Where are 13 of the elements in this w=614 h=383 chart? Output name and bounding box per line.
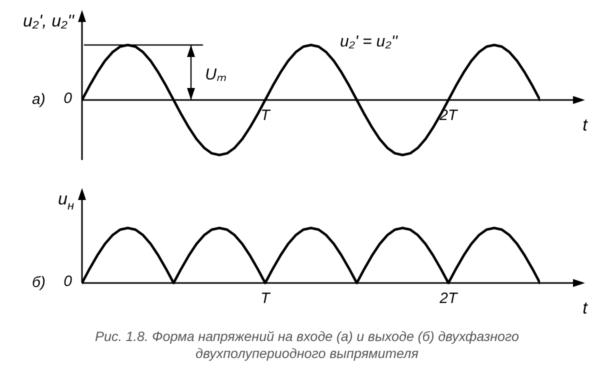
text: 0 (64, 273, 73, 290)
text: б) (32, 274, 46, 292)
annotation: u₂' = u₂'' (340, 33, 398, 50)
text: а) (32, 91, 46, 108)
annotation: Uₘ (205, 66, 227, 84)
x-tick-label: 2T (438, 290, 459, 308)
x-axis-title: t (582, 116, 589, 135)
x-tick-label: T (260, 290, 272, 308)
text: Рис. 1.8. Форма напряжений на входе (а) и выходе (б) двухфазного двухполупериодного выпрямителя (94, 328, 520, 362)
x-axis-title: t (582, 298, 589, 318)
y-axis-title: u₂', u₂'' (22, 12, 75, 31)
text: 0 (64, 90, 73, 108)
x-tick-label: T (260, 107, 272, 124)
